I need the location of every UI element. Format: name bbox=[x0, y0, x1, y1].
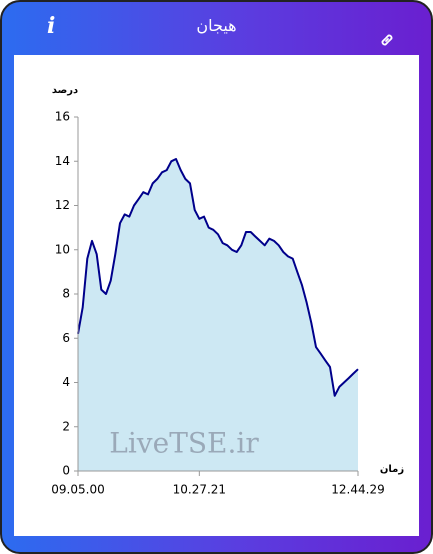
y-tick-label: 8 bbox=[62, 287, 70, 301]
x-axis-label: زمان bbox=[380, 464, 404, 475]
y-tick-label: 12 bbox=[55, 198, 70, 212]
y-tick-label: 16 bbox=[55, 110, 70, 124]
x-tick-label: 12.44.29 bbox=[331, 483, 384, 497]
y-tick-label: 4 bbox=[62, 375, 70, 389]
chart-panel: LiveTSE.ir 0 2 4 6 8 10 12 14 16 09.05.00 10.27.21 1… bbox=[14, 55, 419, 536]
x-tick-label: 10.27.21 bbox=[173, 483, 226, 497]
chart: LiveTSE.ir 0 2 4 6 8 10 12 14 16 09.05.00 10.27.21 1… bbox=[51, 85, 404, 497]
header: i هیجان bbox=[2, 2, 431, 55]
info-button[interactable]: i bbox=[47, 13, 56, 39]
series-line bbox=[77, 158, 359, 397]
header-title: هیجان bbox=[196, 16, 237, 35]
y-axis-label: درصد bbox=[52, 85, 78, 96]
y-tick-label: 6 bbox=[62, 331, 70, 345]
watermark: LiveTSE.ir bbox=[109, 427, 259, 460]
y-tick-label: 2 bbox=[62, 419, 70, 433]
y-tick-label: 14 bbox=[55, 154, 70, 168]
area-fill bbox=[78, 159, 358, 471]
link-icon[interactable] bbox=[379, 32, 395, 48]
y-tick-label: 10 bbox=[55, 242, 70, 256]
y-tick-label: 0 bbox=[62, 464, 70, 478]
x-tick-label: 09.05.00 bbox=[51, 483, 104, 497]
